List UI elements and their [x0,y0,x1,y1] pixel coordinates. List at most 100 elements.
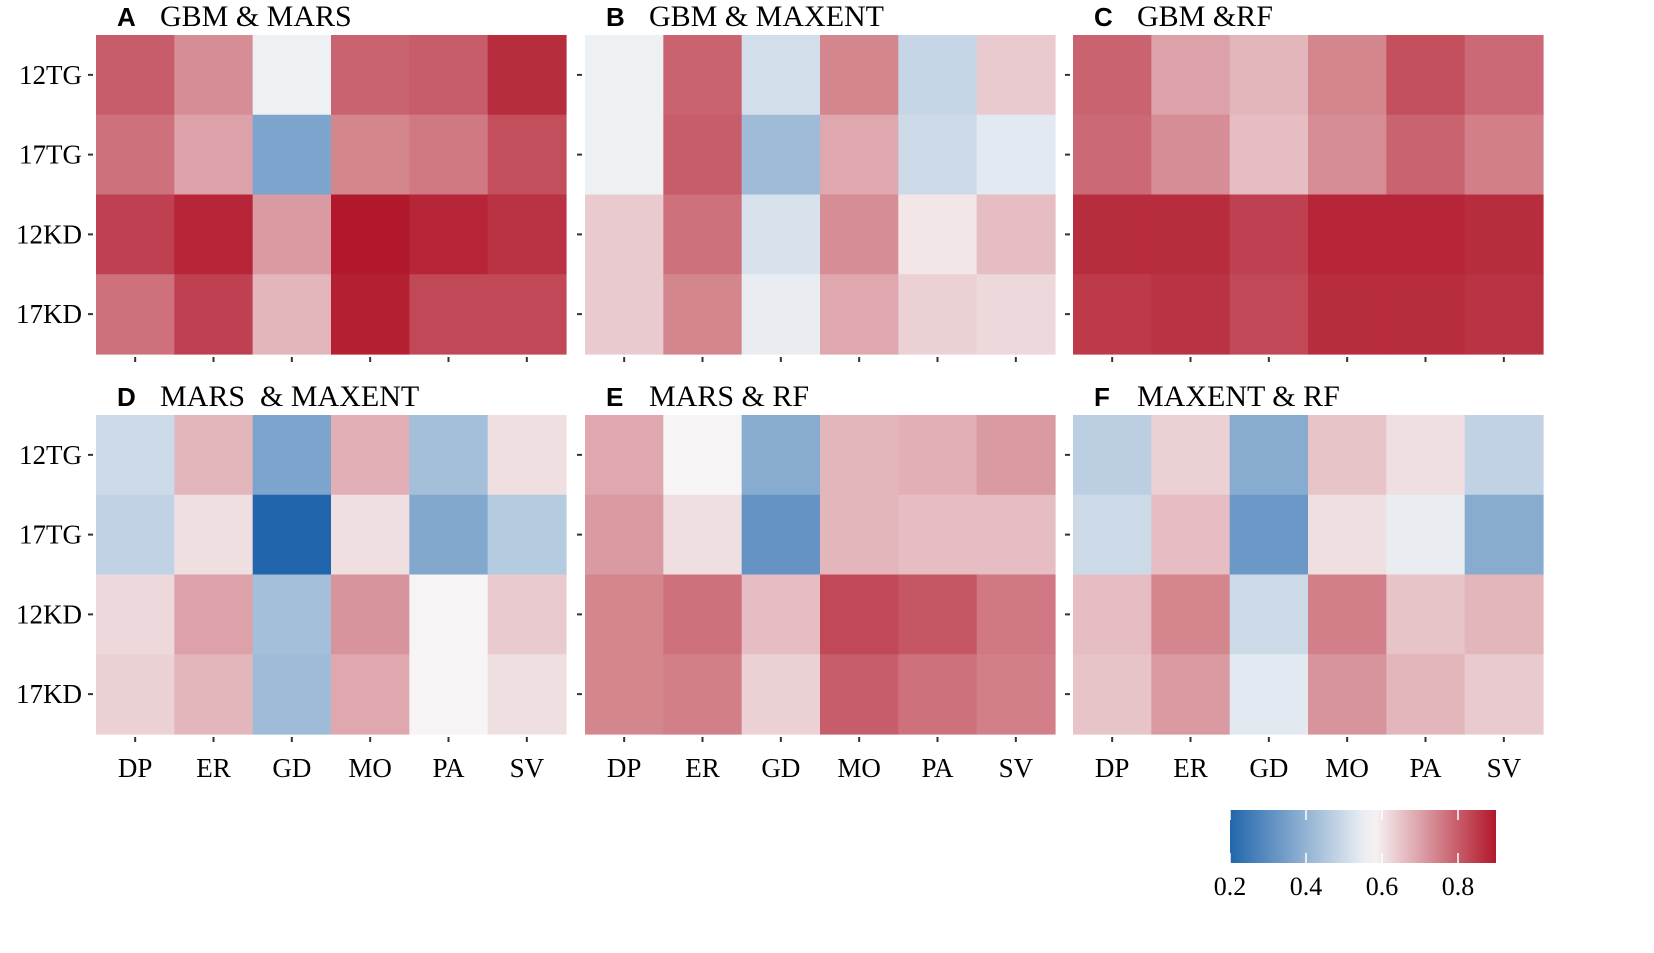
heatmap-cell [1386,274,1466,355]
heatmap-cell [487,415,567,496]
x-tick-label: SV [1487,753,1522,783]
heatmap-cell [409,194,489,275]
heatmap-cell [409,574,489,655]
heatmap-cell [174,35,254,116]
heatmap-cell [1229,274,1309,355]
heatmap-cell [96,415,175,496]
heatmap-cell [585,35,664,116]
heatmap-cell [1151,574,1231,655]
x-tick-label: DP [1095,753,1130,783]
heatmap-cell [1151,415,1231,496]
colorbar-gradient [1230,810,1496,863]
heatmap-cell [1464,274,1544,355]
heatmap-cell [487,574,567,655]
panel-e: E MARS & RF DP ER GD MO PA SV [577,380,1056,783]
heatmap-cell [1308,194,1387,275]
heatmap-cell [1229,654,1309,735]
heatmap-cell [1386,494,1466,576]
panel-f: F MAXENT & RF DP ER GD MO PA SV [1065,380,1544,783]
heatmap-cell [174,194,254,275]
heatmap-cell [585,415,664,496]
heatmap-cell [331,494,410,576]
heatmap-cell [820,494,899,576]
panel-title: MARS & MAXENT [160,380,419,413]
heatmap-cell [1464,574,1544,655]
colorbar-tick-label: 0.2 [1214,872,1247,901]
heatmap-cell [1073,494,1152,576]
heatmap-cell [1073,574,1152,655]
heatmap-cell [976,415,1056,496]
x-tick-label: SV [510,753,545,783]
heatmap-cell [331,415,410,496]
heatmap-cell [1464,654,1544,735]
heatmap-cell [820,114,899,196]
heatmap-cell [1308,415,1387,496]
heatmap-cell [331,114,410,196]
panel-letter: F [1094,382,1110,412]
heatmap-cell [409,494,489,576]
heatmap-cell [1151,114,1231,196]
heatmap-cell [487,494,567,576]
x-tick-label: MO [837,753,881,783]
heatmap-cell [1229,114,1309,196]
heatmap-cell [976,274,1056,355]
heatmap-cell [741,654,821,735]
heatmap-cell [1386,654,1466,735]
y-tick-label: 12TG [19,60,82,90]
heatmap-cell [585,574,664,655]
heatmap-cell [1229,494,1309,576]
heatmap-cell [1386,114,1466,196]
heatmap-cell [1386,35,1466,116]
heatmap-cell [409,35,489,116]
y-tick-label: 17KD [16,679,82,709]
heatmap-cell [1464,415,1544,496]
heatmap-cell [741,114,821,196]
heatmap-cell [174,574,254,655]
panel-title: GBM & MAXENT [649,0,884,33]
heatmap-cell [1073,194,1152,275]
colorbar-tick-label: 0.4 [1290,872,1323,901]
heatmap-cell [1464,494,1544,576]
heatmap-cell [820,574,899,655]
panel-title: GBM &RF [1137,0,1273,33]
y-tick-label: 17KD [16,299,82,329]
heatmap-cell [1151,274,1231,355]
heatmap-cell [487,194,567,275]
heatmap-cell [898,114,978,196]
panel-letter: D [117,382,136,412]
heatmap-cell [663,194,743,275]
panel-title: MARS & RF [649,380,809,413]
heatmap-cell [741,574,821,655]
y-tick-label: 12TG [19,440,82,470]
heatmap-cell [1151,194,1231,275]
heatmap-cell [96,35,175,116]
heatmap-cell [1308,494,1387,576]
heatmap-cell [252,654,332,735]
heatmap-cell [1308,114,1387,196]
x-tick-label: ER [196,753,231,783]
heatmap-cell [663,415,743,496]
heatmap-cell [1308,574,1387,655]
heatmap-cell [1464,194,1544,275]
heatmap-cell [663,574,743,655]
x-tick-label: SV [999,753,1034,783]
y-tick-label: 17TG [19,140,82,170]
heatmap-cell [174,654,254,735]
heatmap-cell [1073,654,1152,735]
heatmap-cell [1229,574,1309,655]
heatmap-cell [1073,35,1152,116]
heatmap-cell [898,494,978,576]
heatmap-cell [252,114,332,196]
heatmap-cell [820,415,899,496]
x-tick-label: GD [761,753,800,783]
heatmap-cell [976,114,1056,196]
heatmap-cell [1464,114,1544,196]
heatmap-cell [1308,35,1387,116]
panel-title: MAXENT & RF [1137,380,1340,413]
panel-c: C GBM &RF [1065,0,1544,362]
heatmap-cell [898,194,978,275]
heatmap-cell [1308,654,1387,735]
heatmap-cell [174,274,254,355]
heatmap-cell [1151,654,1231,735]
heatmap-cell [331,194,410,275]
